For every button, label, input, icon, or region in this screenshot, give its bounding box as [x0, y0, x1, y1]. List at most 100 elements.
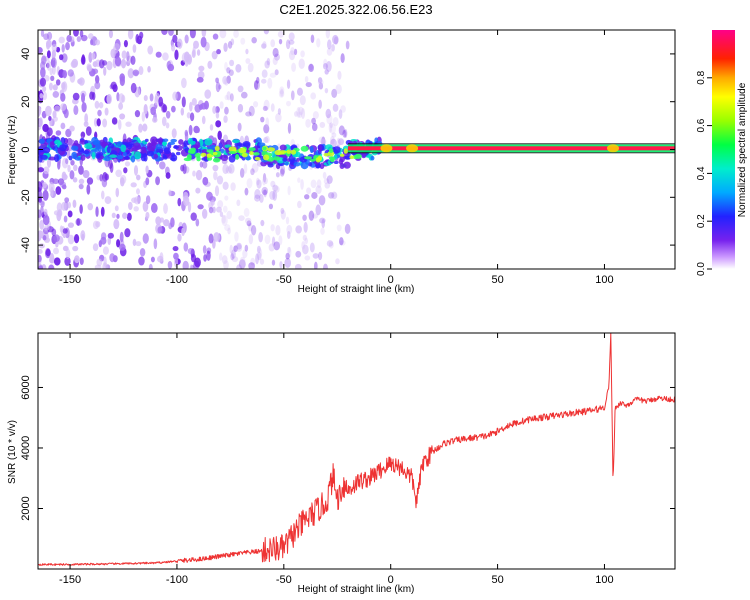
spectrogram-noise-cell [278, 90, 285, 98]
spectrogram-noise-cell [304, 255, 311, 261]
spectrogram-noise-cell [124, 228, 131, 238]
spectrogram-y-tick-label: -20 [20, 189, 32, 205]
spectrogram-noise-cell [165, 172, 171, 179]
spectrogram-noise-cell [317, 77, 323, 84]
spectrogram-noise-cell [250, 257, 256, 266]
spectrogram-noise-cell [286, 79, 291, 89]
spectrogram-noise-cell [344, 129, 348, 138]
spectrogram-noise-cell [73, 234, 80, 244]
spectrogram-noise-cell [243, 163, 248, 174]
spectrogram-noise-cell [173, 252, 179, 260]
spectrogram-y-label: Frequency (Hz) [7, 116, 18, 185]
spectrogram-noise-cell [326, 47, 333, 56]
spectrogram-noise-cell [239, 168, 245, 178]
spectrogram-noise-cell [81, 92, 86, 104]
spectrogram-noise-cell [311, 122, 318, 132]
spectrogram-noise-cell [60, 103, 67, 111]
spectrogram-noise-cell [256, 76, 260, 84]
spectrogram-noise-cell [199, 161, 204, 168]
spectrogram-band-cell [84, 143, 92, 150]
spectrogram-noise-cell [275, 225, 281, 236]
spectrogram-peak-cell [349, 155, 355, 160]
spectrogram-noise-cell [268, 203, 274, 210]
spectrogram-noise-cell [244, 187, 249, 196]
spectrogram-noise-cell [274, 69, 279, 76]
spectrogram-noise-cell [280, 209, 286, 220]
spectrogram-noise-cell [55, 186, 62, 195]
spectrogram-band-cell [48, 156, 56, 161]
spectrogram-noise-cell [237, 122, 242, 132]
spectrogram-noise-cell [52, 110, 57, 119]
spectrogram-noise-cell [336, 211, 341, 220]
spectrogram-peak-cell [300, 145, 309, 152]
spectrogram-noise-cell [224, 94, 229, 101]
colorbar-tick-label: 0.4 [696, 166, 707, 180]
spectrogram-noise-cell [46, 60, 52, 71]
spectrogram-band-cell [71, 151, 78, 159]
spectrogram-panel: -150 -100 -50 0 50 100 -40 -20 0 20 40 Height of … [7, 29, 676, 295]
spectrogram-noise-cell [266, 57, 271, 66]
spectrogram-noise-cell [101, 190, 105, 200]
spectrogram-noise-cell [55, 79, 61, 86]
spectrogram-noise-cell [200, 102, 208, 110]
spectrogram-noise-cell [344, 223, 351, 234]
spectrogram-noise-cell [78, 77, 85, 86]
spectrogram-band-cell [144, 138, 149, 142]
spectrogram-noise-cell [127, 68, 135, 79]
spectrogram-band-cell [161, 141, 168, 146]
spectrogram-noise-cell [230, 253, 235, 261]
spectrogram-noise-cell [174, 49, 179, 61]
spectrogram-noise-cell [42, 189, 49, 201]
spectrogram-noise-cell [226, 67, 231, 74]
spectrogram-noise-cell [195, 218, 200, 227]
spectrogram-noise-cell [45, 248, 51, 257]
spectrogram-noise-cell [253, 80, 259, 90]
spectrogram-noise-cell [98, 102, 104, 109]
spectrogram-noise-cell [97, 109, 102, 117]
spectrogram-band-cell [107, 143, 115, 149]
spectrogram-noise-cell [240, 37, 246, 45]
spectrogram-noise-cell [132, 238, 137, 247]
spectrogram-noise-cell [196, 127, 200, 133]
spectrogram-noise-cell [187, 201, 192, 213]
spectrogram-noise-cell [76, 36, 82, 42]
spectrogram-noise-cell [142, 123, 148, 132]
spectrogram-noise-cell [202, 176, 209, 186]
spectrogram-noise-cell [304, 237, 309, 245]
spectrogram-noise-cell [135, 241, 142, 247]
spectrogram-noise-cell [328, 241, 334, 249]
colorbar-label: Normalized spectral amplitude [737, 82, 748, 217]
spectrogram-noise-cell [79, 30, 84, 38]
spectrogram-noise-cell [324, 87, 329, 94]
spectrogram-noise-cell [171, 128, 177, 139]
spectrogram-band-cell [123, 156, 130, 160]
spectrogram-noise-cell [113, 219, 120, 230]
spectrogram-noise-cell [138, 66, 144, 76]
spectrogram-noise-cell [280, 165, 286, 175]
spectrogram-band-cell [293, 161, 301, 167]
spectrogram-noise-cell [101, 60, 108, 66]
spectrogram-noise-cell [262, 177, 266, 186]
spectrogram-noise-cell [305, 118, 311, 128]
spectrogram-peak-cell [241, 152, 248, 158]
spectrogram-noise-cell [262, 189, 268, 196]
spectrogram-noise-cell [183, 242, 189, 252]
spectrogram-noise-cell [340, 53, 345, 64]
spectrogram-noise-cell [188, 124, 193, 136]
spectrogram-band-cell [95, 153, 101, 159]
spectrogram-noise-cell [316, 38, 321, 48]
spectrogram-noise-cell [216, 175, 224, 185]
spectrogram-noise-cell [224, 224, 231, 232]
spectrogram-noise-cell [46, 158, 52, 168]
spectrogram-noise-cell [244, 217, 252, 224]
spectrogram-band-cell [153, 153, 159, 159]
spectrogram-noise-cell [181, 96, 186, 108]
spectrogram-peak-cell [262, 146, 267, 151]
spectrogram-noise-cell [326, 175, 333, 184]
spectrogram-noise-cell [265, 117, 270, 128]
spectrogram-noise-cell [267, 77, 273, 89]
spectrogram-noise-cell [271, 259, 276, 266]
spectrogram-noise-cell [61, 201, 67, 211]
spectrogram-noise-cell [263, 136, 269, 143]
spectrogram-noise-cell [98, 240, 102, 248]
